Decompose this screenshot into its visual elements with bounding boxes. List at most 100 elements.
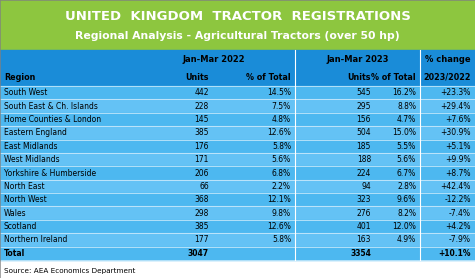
Text: 276: 276	[357, 209, 371, 218]
Text: 12.1%: 12.1%	[267, 195, 291, 204]
Text: Northern Ireland: Northern Ireland	[4, 235, 67, 244]
Text: West Midlands: West Midlands	[4, 155, 60, 164]
Text: +30.9%: +30.9%	[440, 128, 471, 137]
Bar	[0, 140, 475, 153]
Text: 12.0%: 12.0%	[392, 222, 416, 231]
Text: 442: 442	[194, 88, 209, 97]
Text: Wales: Wales	[4, 209, 27, 218]
Text: 156: 156	[357, 115, 371, 124]
Text: UNITED  KINGDOM  TRACTOR  REGISTRATIONS: UNITED KINGDOM TRACTOR REGISTRATIONS	[65, 9, 410, 23]
Text: 185: 185	[357, 142, 371, 151]
Text: 16.2%: 16.2%	[392, 88, 416, 97]
Text: 2023/2022: 2023/2022	[424, 73, 471, 81]
Text: 298: 298	[195, 209, 209, 218]
Text: +10.1%: +10.1%	[438, 249, 471, 258]
Text: North West: North West	[4, 195, 47, 204]
Text: % change: % change	[425, 54, 470, 63]
Text: +29.4%: +29.4%	[441, 101, 471, 111]
Text: +7.6%: +7.6%	[446, 115, 471, 124]
Text: Units: Units	[348, 73, 371, 81]
Text: Scotland: Scotland	[4, 222, 38, 231]
Text: Jan-Mar 2023: Jan-Mar 2023	[326, 54, 389, 63]
Text: Yorkshire & Humberside: Yorkshire & Humberside	[4, 168, 96, 177]
Bar	[0, 113, 475, 126]
Text: 171: 171	[195, 155, 209, 164]
Text: 14.5%: 14.5%	[267, 88, 291, 97]
Bar	[0, 220, 475, 233]
Text: Units: Units	[186, 73, 209, 81]
Text: Region: Region	[4, 73, 35, 81]
Text: 4.7%: 4.7%	[397, 115, 416, 124]
Text: +9.9%: +9.9%	[446, 155, 471, 164]
Text: -7.4%: -7.4%	[449, 209, 471, 218]
Text: +23.3%: +23.3%	[441, 88, 471, 97]
Text: 2.2%: 2.2%	[272, 182, 291, 191]
Text: 5.6%: 5.6%	[272, 155, 291, 164]
Bar	[0, 180, 475, 193]
Text: -12.2%: -12.2%	[445, 195, 471, 204]
Text: East Midlands: East Midlands	[4, 142, 57, 151]
Bar	[0, 233, 475, 247]
Text: 145: 145	[194, 115, 209, 124]
Text: 12.6%: 12.6%	[267, 222, 291, 231]
Text: 295: 295	[357, 101, 371, 111]
Bar	[0, 99, 475, 113]
Text: 545: 545	[356, 88, 371, 97]
Bar	[0, 126, 475, 140]
Text: 385: 385	[194, 128, 209, 137]
Text: 323: 323	[357, 195, 371, 204]
Text: % of Total: % of Total	[371, 73, 416, 81]
Text: Total: Total	[4, 249, 25, 258]
Bar	[0, 247, 475, 260]
Text: -7.9%: -7.9%	[449, 235, 471, 244]
Bar	[0, 153, 475, 166]
Text: 177: 177	[194, 235, 209, 244]
Bar	[0, 193, 475, 207]
Text: 224: 224	[357, 168, 371, 177]
Text: 3047: 3047	[188, 249, 209, 258]
Text: 504: 504	[356, 128, 371, 137]
Text: 15.0%: 15.0%	[392, 128, 416, 137]
Text: 94: 94	[361, 182, 371, 191]
Text: 6.8%: 6.8%	[272, 168, 291, 177]
Text: 228: 228	[195, 101, 209, 111]
Text: Eastern England: Eastern England	[4, 128, 67, 137]
Text: 2.8%: 2.8%	[397, 182, 416, 191]
Text: 3354: 3354	[350, 249, 371, 258]
Text: Regional Analysis - Agricultural Tractors (over 50 hp): Regional Analysis - Agricultural Tractor…	[75, 31, 400, 41]
Text: 5.8%: 5.8%	[272, 142, 291, 151]
Text: 12.6%: 12.6%	[267, 128, 291, 137]
Text: Jan-Mar 2022: Jan-Mar 2022	[183, 54, 245, 63]
Text: 5.8%: 5.8%	[272, 235, 291, 244]
Text: 5.5%: 5.5%	[397, 142, 416, 151]
Bar	[0, 207, 475, 220]
Text: South East & Ch. Islands: South East & Ch. Islands	[4, 101, 98, 111]
Text: 385: 385	[194, 222, 209, 231]
Text: South West: South West	[4, 88, 47, 97]
Text: 4.9%: 4.9%	[397, 235, 416, 244]
Text: North East: North East	[4, 182, 45, 191]
Text: 7.5%: 7.5%	[272, 101, 291, 111]
Text: 9.8%: 9.8%	[272, 209, 291, 218]
Text: 163: 163	[357, 235, 371, 244]
Text: 6.7%: 6.7%	[397, 168, 416, 177]
Text: +4.2%: +4.2%	[446, 222, 471, 231]
Text: +5.1%: +5.1%	[446, 142, 471, 151]
Text: 8.2%: 8.2%	[397, 209, 416, 218]
Text: Home Counties & London: Home Counties & London	[4, 115, 101, 124]
Text: 368: 368	[194, 195, 209, 204]
Text: 176: 176	[194, 142, 209, 151]
Bar	[0, 0, 475, 50]
Text: % of Total: % of Total	[247, 73, 291, 81]
Text: 66: 66	[199, 182, 209, 191]
Text: Source: AEA Economics Department: Source: AEA Economics Department	[4, 268, 135, 274]
Bar	[0, 50, 475, 86]
Text: 206: 206	[194, 168, 209, 177]
Bar	[0, 166, 475, 180]
Text: 8.8%: 8.8%	[397, 101, 416, 111]
Text: 188: 188	[357, 155, 371, 164]
Text: 401: 401	[357, 222, 371, 231]
Text: 4.8%: 4.8%	[272, 115, 291, 124]
Text: 5.6%: 5.6%	[397, 155, 416, 164]
Text: +42.4%: +42.4%	[441, 182, 471, 191]
